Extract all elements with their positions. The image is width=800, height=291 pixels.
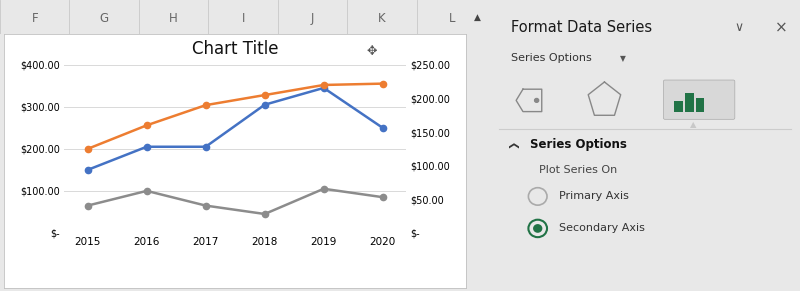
Text: ✥: ✥: [367, 45, 378, 58]
FancyBboxPatch shape: [663, 80, 735, 119]
Text: ❯: ❯: [508, 140, 518, 148]
Text: H: H: [170, 13, 178, 25]
Text: Plot Series On: Plot Series On: [539, 165, 618, 175]
Circle shape: [533, 224, 542, 233]
Text: F: F: [31, 13, 38, 25]
Text: K: K: [378, 13, 386, 25]
Text: Format Data Series: Format Data Series: [511, 20, 653, 35]
Bar: [696, 98, 704, 112]
Bar: [674, 101, 682, 112]
Text: ∨: ∨: [735, 21, 744, 34]
Text: G: G: [100, 13, 109, 25]
Text: I: I: [242, 13, 245, 25]
Text: ▲: ▲: [474, 13, 481, 22]
Text: Secondary Axis: Secondary Axis: [559, 223, 646, 233]
Text: ▲: ▲: [690, 120, 696, 129]
Text: Series Options: Series Options: [511, 53, 592, 63]
Text: ▼: ▼: [620, 54, 626, 63]
Text: L: L: [449, 13, 455, 25]
Text: Primary Axis: Primary Axis: [559, 191, 630, 201]
Text: J: J: [311, 13, 314, 25]
Circle shape: [534, 98, 538, 102]
Text: Series Options: Series Options: [530, 138, 627, 150]
Text: ×: ×: [775, 20, 788, 35]
Title: Chart Title: Chart Title: [192, 40, 278, 58]
Bar: [685, 93, 694, 112]
